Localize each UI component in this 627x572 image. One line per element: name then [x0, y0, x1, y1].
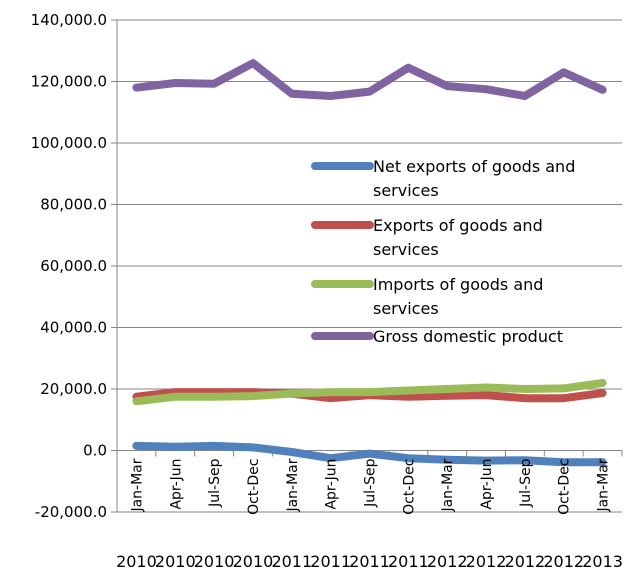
legend-label: services: [373, 240, 439, 259]
y-tick-label: -20,000.0: [35, 503, 107, 521]
data-series: [132, 59, 607, 467]
y-axis-tick-labels: -20,000.0 0.0 20,000.0 40,000.0 60,000.0 80,0…: [31, 11, 107, 521]
x-year-label: 2012: [543, 552, 584, 571]
y-tick-label: 140,000.0: [31, 11, 107, 29]
x-year-label: 2012: [427, 552, 468, 571]
x-axis-category-labels: Jan-Mar Apr-Jun Jul-Sep Oct-Dec Jan-Mar Apr-J…: [129, 458, 611, 515]
legend-label: Gross domestic product: [373, 327, 563, 346]
x-category-label: Apr-Jun: [479, 459, 495, 510]
x-category-label: Jan-Mar: [285, 458, 301, 512]
y-tick-label: 20,000.0: [40, 380, 107, 398]
legend-label: Exports of goods and: [373, 216, 543, 235]
x-category-label: Oct-Dec: [557, 459, 573, 515]
x-axis-year-labels: 2010201020102010201120112011201120122012…: [116, 552, 623, 571]
legend-label: services: [373, 181, 439, 200]
x-year-label: 2010: [194, 552, 235, 571]
x-year-label: 2010: [233, 552, 274, 571]
x-year-label: 2013: [582, 552, 623, 571]
x-year-label: 2012: [505, 552, 546, 571]
x-year-label: 2010: [116, 552, 157, 571]
x-category-label: Oct-Dec: [401, 459, 417, 515]
series-line-3: [132, 59, 607, 100]
x-category-label: Oct-Dec: [246, 459, 262, 515]
x-year-label: 2011: [349, 552, 390, 571]
x-category-label: Jan-Mar: [596, 458, 612, 512]
legend-label: Net exports of goods and: [373, 157, 575, 176]
y-tick-label: 40,000.0: [40, 319, 107, 337]
x-year-label: 2011: [388, 552, 429, 571]
x-category-label: Apr-Jun: [168, 459, 184, 510]
legend-label: services: [373, 299, 439, 318]
x-category-label: Jul-Sep: [518, 458, 534, 507]
y-tick-label: 120,000.0: [31, 73, 107, 91]
x-year-label: 2012: [466, 552, 507, 571]
x-year-label: 2011: [310, 552, 351, 571]
x-category-label: Jan-Mar: [440, 458, 456, 512]
x-category-label: Apr-Jun: [324, 459, 340, 510]
legend: Net exports of goods and services Exports …: [311, 157, 575, 346]
y-tick-label: 60,000.0: [40, 257, 107, 275]
x-category-label: Jul-Sep: [363, 458, 379, 507]
legend-label: Imports of goods and: [373, 275, 543, 294]
y-tick-label: 80,000.0: [40, 196, 107, 214]
x-year-label: 2011: [271, 552, 312, 571]
x-year-label: 2010: [155, 552, 196, 571]
x-category-label: Jul-Sep: [207, 458, 223, 507]
x-category-label: Jan-Mar: [129, 458, 145, 512]
y-tick-label: 0.0: [83, 442, 107, 460]
y-tick-label: 100,000.0: [31, 134, 107, 152]
